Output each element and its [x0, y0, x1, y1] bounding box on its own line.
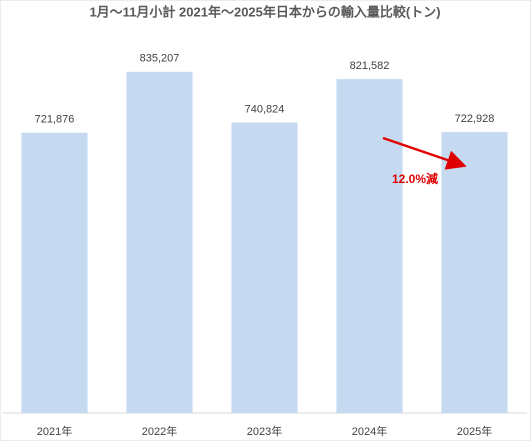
- x-tick-label: 2025年: [457, 424, 492, 438]
- data-label: 722,928: [455, 113, 495, 125]
- x-tick-label: 2024年: [352, 424, 387, 438]
- trend-arrow: [382, 136, 467, 170]
- bar: [336, 79, 403, 413]
- annotation: 12.0%減: [392, 171, 438, 186]
- x-tick-label: 2023年: [247, 424, 282, 438]
- data-label: 835,207: [140, 53, 180, 65]
- x-tick-label: 2022年: [142, 424, 177, 438]
- data-label: 740,824: [245, 103, 285, 115]
- chart-title: 1月～11月小計 2021年～2025年日本からの輸入量比較(トン): [89, 4, 440, 19]
- x-tick-label: 2021年: [37, 424, 72, 438]
- data-label: 821,582: [350, 60, 390, 72]
- data-label: 721,876: [35, 114, 75, 126]
- bar: [441, 132, 508, 413]
- bar: [231, 122, 298, 414]
- bar: [21, 132, 88, 413]
- bar: [126, 71, 193, 413]
